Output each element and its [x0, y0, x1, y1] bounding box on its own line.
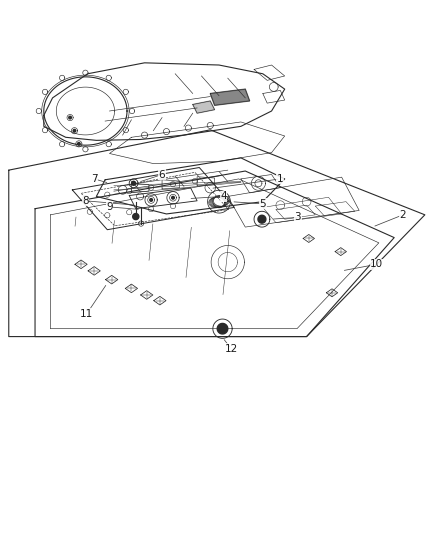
- Polygon shape: [193, 101, 215, 113]
- Polygon shape: [150, 199, 152, 201]
- Text: 9: 9: [106, 202, 113, 212]
- Text: 3: 3: [294, 213, 301, 222]
- Text: 10: 10: [370, 260, 383, 269]
- Polygon shape: [133, 214, 139, 220]
- Text: 5: 5: [259, 199, 266, 209]
- Polygon shape: [73, 130, 76, 132]
- Polygon shape: [69, 116, 71, 119]
- Text: 4: 4: [220, 191, 227, 201]
- Text: 8: 8: [82, 196, 89, 206]
- Text: 1: 1: [277, 174, 284, 184]
- Polygon shape: [210, 89, 250, 106]
- Text: 12: 12: [225, 344, 238, 354]
- Text: 11: 11: [80, 309, 93, 319]
- Polygon shape: [217, 324, 228, 334]
- Text: 6: 6: [159, 169, 166, 180]
- Polygon shape: [258, 215, 266, 223]
- Text: 2: 2: [399, 210, 406, 220]
- Polygon shape: [78, 142, 80, 145]
- Polygon shape: [172, 196, 174, 199]
- Text: 7: 7: [91, 174, 98, 184]
- Polygon shape: [132, 181, 136, 185]
